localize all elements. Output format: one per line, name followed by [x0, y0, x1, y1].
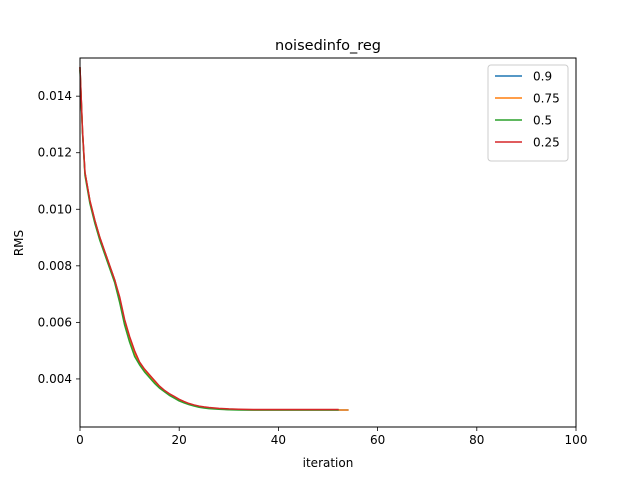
- legend-box: [487, 64, 569, 162]
- y-axis-label: RMS: [12, 230, 26, 256]
- x-tick-label: 60: [370, 433, 385, 447]
- x-tick-label: 100: [565, 433, 588, 447]
- legend-label-0.75: 0.75: [533, 92, 560, 106]
- y-tick-label: 0.010: [38, 202, 72, 216]
- x-axis-label: iteration: [303, 456, 354, 470]
- x-tick-label: 80: [469, 433, 484, 447]
- x-axis: 0 20 40 60 80 100: [76, 427, 587, 447]
- legend-label-0.25: 0.25: [533, 136, 560, 150]
- y-tick-label: 0.014: [38, 89, 72, 103]
- legend-label-0.9: 0.9: [533, 70, 552, 84]
- x-tick-label: 40: [271, 433, 286, 447]
- axes-layer: [79, 57, 577, 428]
- series-layer: [79, 67, 349, 411]
- axes-frame: [79, 57, 577, 428]
- y-tick-label: 0.008: [38, 259, 72, 273]
- y-tick-label: 0.004: [38, 372, 72, 386]
- chart-title: noisedinfo_reg: [275, 38, 381, 54]
- x-tick-label: 20: [172, 433, 187, 447]
- legend: 0.9 0.75 0.5 0.25: [487, 64, 569, 162]
- x-tick-label: 0: [76, 433, 84, 447]
- series-line-0.5: [79, 69, 339, 411]
- legend-label-0.5: 0.5: [533, 114, 552, 128]
- y-tick-label: 0.006: [38, 315, 72, 329]
- y-axis: 0.004 0.006 0.008 0.010 0.012 0.014: [38, 89, 80, 386]
- series-line-0.25: [79, 67, 339, 411]
- y-tick-label: 0.012: [38, 146, 72, 160]
